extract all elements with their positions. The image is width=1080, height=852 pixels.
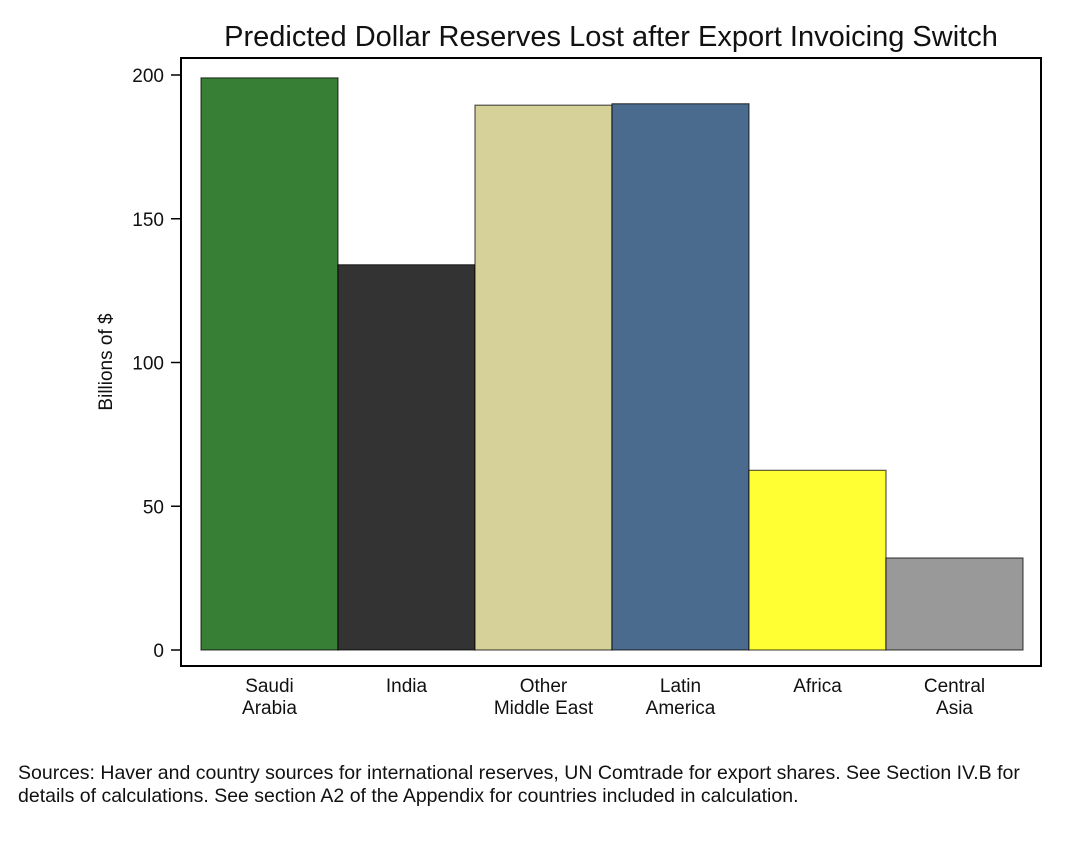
bars [200, 77, 1024, 651]
category-label: America [646, 698, 716, 719]
bar [885, 557, 1024, 651]
bar [611, 103, 750, 651]
category-label: India [386, 676, 428, 697]
bar-chart: Predicted Dollar Reserves Lost after Exp… [96, 21, 1042, 719]
y-tick-label: 200 [132, 66, 164, 87]
y-tick-label: 50 [143, 497, 164, 518]
y-ticks: 0 50 100 150 200 [132, 66, 181, 662]
category-label: Other [520, 676, 568, 697]
bar [748, 469, 887, 651]
category-label: Latin [660, 676, 701, 697]
category-label: Central [924, 676, 985, 697]
bar [474, 104, 613, 651]
bar [200, 77, 339, 651]
sources-note: Sources: Haver and country sources for i… [18, 762, 1020, 808]
y-tick-label: 100 [132, 354, 164, 375]
category-label: Arabia [242, 698, 297, 719]
y-tick-label: 0 [153, 641, 164, 662]
y-axis-label: Billions of $ [96, 313, 117, 411]
category-label: Middle East [494, 698, 594, 719]
category-label: Saudi [245, 676, 294, 697]
bar [337, 264, 476, 651]
chart-title: Predicted Dollar Reserves Lost after Exp… [224, 21, 998, 53]
category-label: Africa [793, 676, 842, 697]
category-label: Asia [936, 698, 973, 719]
y-tick-label: 150 [132, 210, 164, 231]
